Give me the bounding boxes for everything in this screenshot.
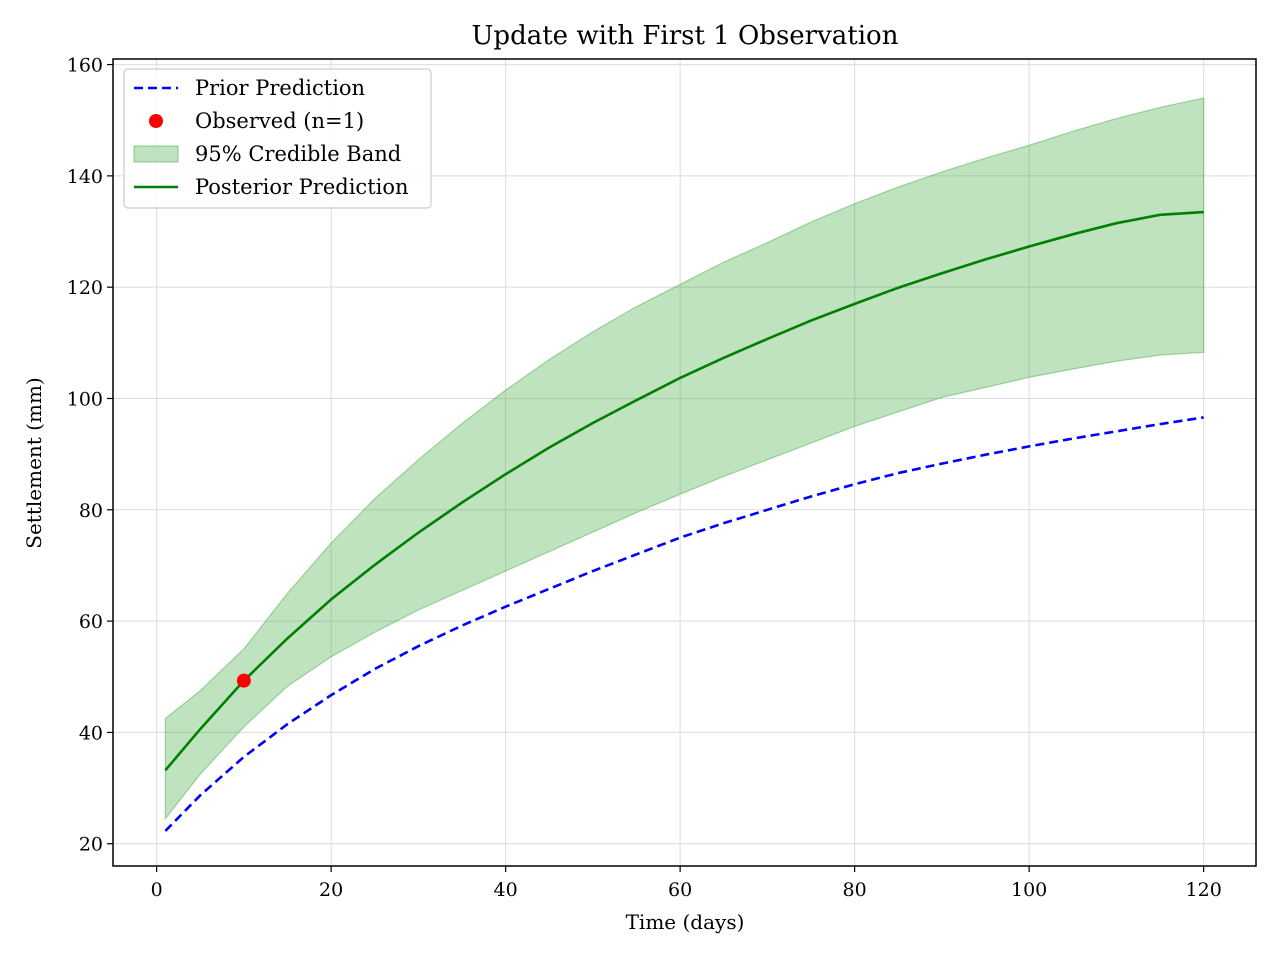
- x-tick-label: 0: [151, 879, 163, 901]
- x-tick-label: 80: [843, 879, 867, 901]
- axis-ticks: 0 20 40 60 80 100 120 20 40 60 80 100 120 140 160: [67, 55, 1222, 901]
- legend-band-handle: [133, 145, 179, 163]
- y-axis-label: Settlement (mm): [22, 377, 46, 548]
- y-tick-label: 20: [79, 834, 103, 856]
- legend-observed-handle: [149, 114, 163, 128]
- legend-label: Prior Prediction: [195, 76, 365, 100]
- x-tick-label: 100: [1011, 879, 1047, 901]
- y-tick-label: 140: [67, 166, 103, 188]
- credible-band-layer: [164, 97, 1205, 821]
- series-lines-layer: [164, 210, 1204, 832]
- plot-frame: [112, 58, 1257, 867]
- y-tick-label: 120: [67, 277, 103, 299]
- y-tick-label: 80: [79, 500, 103, 522]
- legend-label: Observed (n=1): [195, 109, 364, 133]
- x-axis-label: Time (days): [626, 910, 745, 934]
- prior-prediction-line: [164, 416, 1204, 832]
- grid: [113, 59, 1256, 866]
- x-tick-label: 120: [1186, 879, 1222, 901]
- legend-label: Posterior Prediction: [195, 175, 409, 199]
- y-tick-label: 60: [79, 611, 103, 633]
- legend-label: 95% Credible Band: [195, 142, 401, 166]
- y-tick-label: 40: [79, 722, 103, 744]
- x-tick-label: 20: [319, 879, 343, 901]
- x-tick-label: 40: [494, 879, 518, 901]
- observations-layer: [236, 673, 251, 688]
- credible-band-area: [164, 97, 1205, 821]
- y-tick-label: 100: [67, 388, 103, 410]
- x-tick-label: 60: [668, 879, 692, 901]
- observation-point: [236, 673, 251, 688]
- legend-box: [123, 68, 432, 209]
- chart-title: Update with First 1 Observation: [472, 21, 899, 51]
- legend: Prior Prediction Observed (n=1) 95% Credib…: [123, 68, 432, 209]
- posterior-prediction-line: [164, 210, 1204, 772]
- y-tick-label: 160: [67, 55, 103, 77]
